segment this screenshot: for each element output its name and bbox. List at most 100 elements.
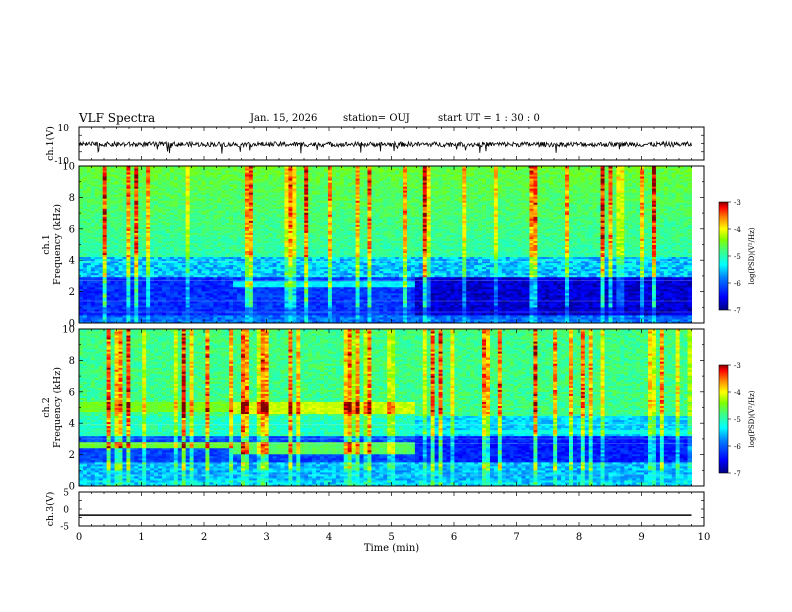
spec-cell xyxy=(161,220,167,223)
spec-cell xyxy=(118,178,123,181)
spec-cell xyxy=(161,176,167,179)
spec-cell xyxy=(193,222,199,225)
spec-cell xyxy=(158,274,163,278)
spec-cell xyxy=(169,286,175,290)
spec-cell xyxy=(102,286,108,290)
spec-cell xyxy=(205,286,210,290)
spec-cell xyxy=(134,166,139,169)
spec-cell xyxy=(110,220,116,223)
spec-cell xyxy=(150,290,155,294)
spec-cell xyxy=(158,190,163,193)
spec-cell xyxy=(82,280,88,284)
spec-cell xyxy=(134,268,139,272)
spec-cell xyxy=(146,194,151,197)
spec-cell xyxy=(173,236,179,239)
spec-cell xyxy=(82,220,88,223)
spec-cell xyxy=(177,296,183,300)
spec-cell xyxy=(98,218,104,221)
spec-cell xyxy=(205,166,210,169)
spec-cell xyxy=(189,316,195,320)
spec-cell xyxy=(102,168,108,171)
spec-cell xyxy=(146,306,151,310)
spec-cell xyxy=(158,230,163,233)
spec-cell xyxy=(165,292,171,296)
spec-cell xyxy=(158,224,163,227)
spec-cell xyxy=(197,252,202,256)
spec-cell xyxy=(130,188,135,191)
spec-cell xyxy=(130,200,135,203)
spec-cell xyxy=(118,176,123,179)
spec-cell xyxy=(82,296,88,300)
spec-cell xyxy=(201,272,206,276)
spec-cell xyxy=(169,174,175,177)
spec-cell xyxy=(185,292,191,296)
spec-cell xyxy=(142,248,147,252)
spec-cell xyxy=(130,178,135,181)
spec-cell xyxy=(142,242,147,245)
spec-cell xyxy=(106,262,112,266)
spec-cell xyxy=(82,284,88,288)
spec-cell xyxy=(146,314,151,318)
spec-cell xyxy=(197,236,202,239)
spec-cell xyxy=(161,286,167,290)
spec-cell xyxy=(82,254,88,258)
spec-cell xyxy=(94,226,100,229)
spec-cell xyxy=(102,190,108,193)
spec-cell xyxy=(201,202,206,205)
spec-cell xyxy=(130,202,135,205)
spec-cell xyxy=(138,220,143,223)
spec-cell xyxy=(114,246,120,250)
spec-cell xyxy=(79,296,84,300)
spec-cell xyxy=(189,204,195,207)
spec-cell xyxy=(106,204,112,207)
spec-cell xyxy=(161,280,167,284)
spec-cell xyxy=(201,256,206,260)
spec-cell xyxy=(150,222,155,225)
spec-cell xyxy=(90,182,96,185)
spec-cell xyxy=(209,308,214,312)
spec-cell xyxy=(177,198,183,201)
spec-cell xyxy=(110,238,116,241)
spec-cell xyxy=(98,206,104,209)
spec-cell xyxy=(173,272,179,276)
spec-cell xyxy=(185,302,191,306)
spec-cell xyxy=(201,220,206,223)
spec-cell xyxy=(86,318,92,322)
spec-cell xyxy=(213,292,218,296)
spec-cell xyxy=(205,206,210,209)
spec-cell xyxy=(110,288,116,292)
spec-cell xyxy=(94,262,100,266)
spec-cell xyxy=(114,282,120,286)
spec-cell xyxy=(79,264,84,268)
spec-cell xyxy=(189,294,195,298)
spec-cell xyxy=(205,228,210,231)
spec-cell xyxy=(79,200,84,203)
spec-cell xyxy=(169,304,175,308)
spec-cell xyxy=(86,276,92,280)
spec-cell xyxy=(98,316,104,320)
spec-cell xyxy=(193,240,199,243)
spec-cell xyxy=(79,284,84,288)
spec-cell xyxy=(193,178,199,181)
spec-cell xyxy=(185,230,191,233)
spec-cell xyxy=(110,266,116,270)
spec-cell xyxy=(154,192,159,195)
spec-cell xyxy=(181,310,187,314)
spec-cell xyxy=(169,256,175,260)
spec-cell xyxy=(201,236,206,239)
spec-cell xyxy=(110,236,116,239)
spec-cell xyxy=(118,314,123,318)
spec-cell xyxy=(205,202,210,205)
spec-cell xyxy=(177,294,183,298)
spec-cell xyxy=(169,296,175,300)
spec-cell xyxy=(138,290,143,294)
spec-cell xyxy=(106,286,112,290)
spec-cell xyxy=(134,294,139,298)
spec-cell xyxy=(102,216,108,219)
spec-cell xyxy=(161,170,167,173)
spec-cell xyxy=(181,220,187,223)
spec-cell xyxy=(158,278,163,282)
spec-cell xyxy=(142,280,147,284)
spec-cell xyxy=(150,194,155,197)
spec-cell xyxy=(94,274,100,278)
